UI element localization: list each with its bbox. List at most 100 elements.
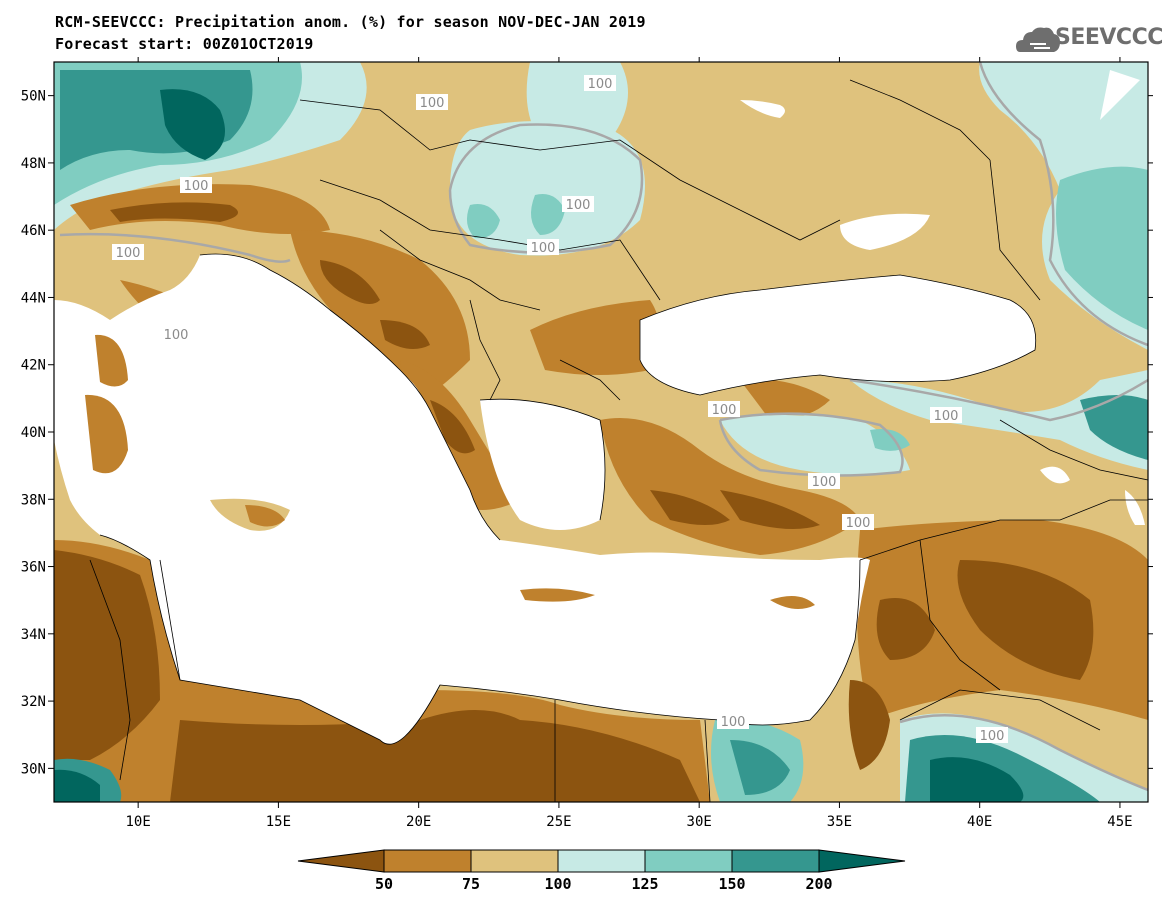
contour-labels: 100 100 100 100 100 100 100 100 100 100 100 100 100: [112, 75, 1008, 744]
colorbar-extend-high: [818, 849, 906, 873]
contour-100-pontic: [849, 378, 1148, 422]
contour-label: 100: [164, 328, 189, 343]
contour-label-bg: [717, 713, 749, 729]
region-greece-dry-2: [430, 400, 475, 454]
region-tunisia-wet-2: [54, 769, 100, 802]
contour-100-russia: [978, 62, 1148, 347]
region-caucasus-wet: [1080, 395, 1148, 460]
lake-urmia: [1125, 490, 1145, 525]
region-carpathian-wet-3: [531, 194, 565, 235]
aegean-sea: [480, 399, 605, 530]
island-corsica: [95, 334, 128, 387]
contour-label: 100: [420, 96, 445, 111]
island-sardinia: [85, 394, 128, 474]
contour-label-bg: [416, 94, 448, 110]
x-tick-label: 25E: [546, 814, 571, 830]
colorbar-segment: [383, 849, 472, 873]
y-tick-label: 30N: [21, 761, 46, 777]
contour-label-bg: [527, 239, 559, 255]
x-tick-label: 10E: [126, 814, 151, 830]
region-anatolia-wet: [720, 415, 910, 475]
contour-label: 100: [712, 403, 737, 418]
contour-100-anatolia: [718, 412, 904, 477]
region-bulgaria-dry: [530, 300, 660, 375]
region-algeria-dry: [54, 550, 160, 760]
contour-label-bg: [180, 177, 212, 193]
y-tick-label: 46N: [21, 223, 46, 239]
island-cyprus: [770, 596, 815, 609]
contour-label: 100: [184, 179, 209, 194]
contour-label: 100: [934, 409, 959, 424]
colorbar-segment: [644, 849, 733, 873]
contour-100-arabia: [899, 714, 1148, 792]
contour-100-carpathian: [448, 123, 644, 254]
x-tick-label: 20E: [406, 814, 431, 830]
contour-label: 100: [812, 475, 837, 490]
colorbar-label: 50: [375, 875, 393, 893]
contour-label: 100: [116, 246, 141, 261]
x-tick-label: 40E: [967, 814, 992, 830]
colorbar-segment: [557, 849, 646, 873]
contour-label-bg: [976, 727, 1008, 743]
y-tick-label: 32N: [21, 694, 46, 710]
x-tick-label: 30E: [687, 814, 712, 830]
region-poland-wet: [526, 62, 628, 145]
region-libya-dry: [170, 710, 700, 802]
contour-label-bg: [842, 514, 874, 530]
region-turkey-dry-3: [720, 490, 820, 529]
y-axis: 50N 48N 46N 44N 42N 40N 38N 36N 34N 32N 30N: [21, 89, 1153, 777]
adriatic-sea: [330, 320, 424, 420]
y-tick-label: 42N: [21, 358, 46, 374]
y-tick-label: 48N: [21, 156, 46, 172]
region-turkey-dry-2: [650, 490, 730, 525]
colorbar-segment: [731, 849, 820, 873]
colorbar-label: 150: [718, 875, 745, 893]
contour-label-bg: [808, 473, 840, 489]
contour-label: 100: [588, 77, 613, 92]
region-jordan-dry: [876, 598, 935, 660]
chart-title: RCM-SEEVCCC: Precipitation anom. (%) for…: [55, 13, 646, 31]
contour-label-bg: [160, 326, 192, 342]
contour-label: 100: [721, 715, 746, 730]
mediterranean-sea: [54, 254, 870, 745]
lake-van: [1040, 466, 1070, 484]
contour-label-bg: [708, 401, 740, 417]
contour-label-bg: [112, 244, 144, 260]
colorbar-label: 75: [462, 875, 480, 893]
contour-label: 100: [531, 241, 556, 256]
region-turkey-north-dry: [740, 379, 830, 420]
region-pontic-wet: [850, 370, 1148, 470]
region-balkans-dry-3: [380, 320, 430, 349]
colorbar-segment: [470, 849, 559, 873]
region-balkans-dry-2: [320, 260, 380, 304]
logo-text: SEEVCCC: [1055, 25, 1163, 50]
y-tick-label: 44N: [21, 290, 46, 306]
y-tick-label: 36N: [21, 560, 46, 576]
region-iraq-dry: [957, 560, 1094, 680]
x-tick-label: 15E: [266, 814, 291, 830]
x-tick-label: 35E: [827, 814, 852, 830]
chart-subtitle: Forecast start: 00Z01OCT2019: [55, 35, 314, 53]
y-tick-label: 40N: [21, 425, 46, 441]
country-borders: [89, 79, 1148, 802]
sea-of-azov: [840, 213, 930, 250]
region-arabia-wet-3: [930, 757, 1024, 802]
contour-label-bg: [562, 196, 594, 212]
contour-100-alps: [59, 232, 291, 263]
x-tick-label: 45E: [1107, 814, 1132, 830]
region-negev-dry: [848, 680, 890, 770]
region-russia-wet-2: [1056, 166, 1148, 330]
lake-dnieper: [740, 100, 785, 118]
colorbar-label: 125: [631, 875, 658, 893]
colorbar-label: 100: [544, 875, 571, 893]
contour-label-bg: [930, 407, 962, 423]
region-carpathian-wet-2: [466, 204, 500, 239]
region-anatolia-wet-2: [870, 429, 910, 451]
colorbar: 50 75 100 125 150 200: [297, 849, 906, 893]
contour-label: 100: [846, 516, 871, 531]
colorbar-label: 200: [805, 875, 832, 893]
region-alps-dry-2: [110, 202, 238, 222]
island-crete: [520, 588, 595, 602]
cloud-icon: [1016, 27, 1060, 52]
